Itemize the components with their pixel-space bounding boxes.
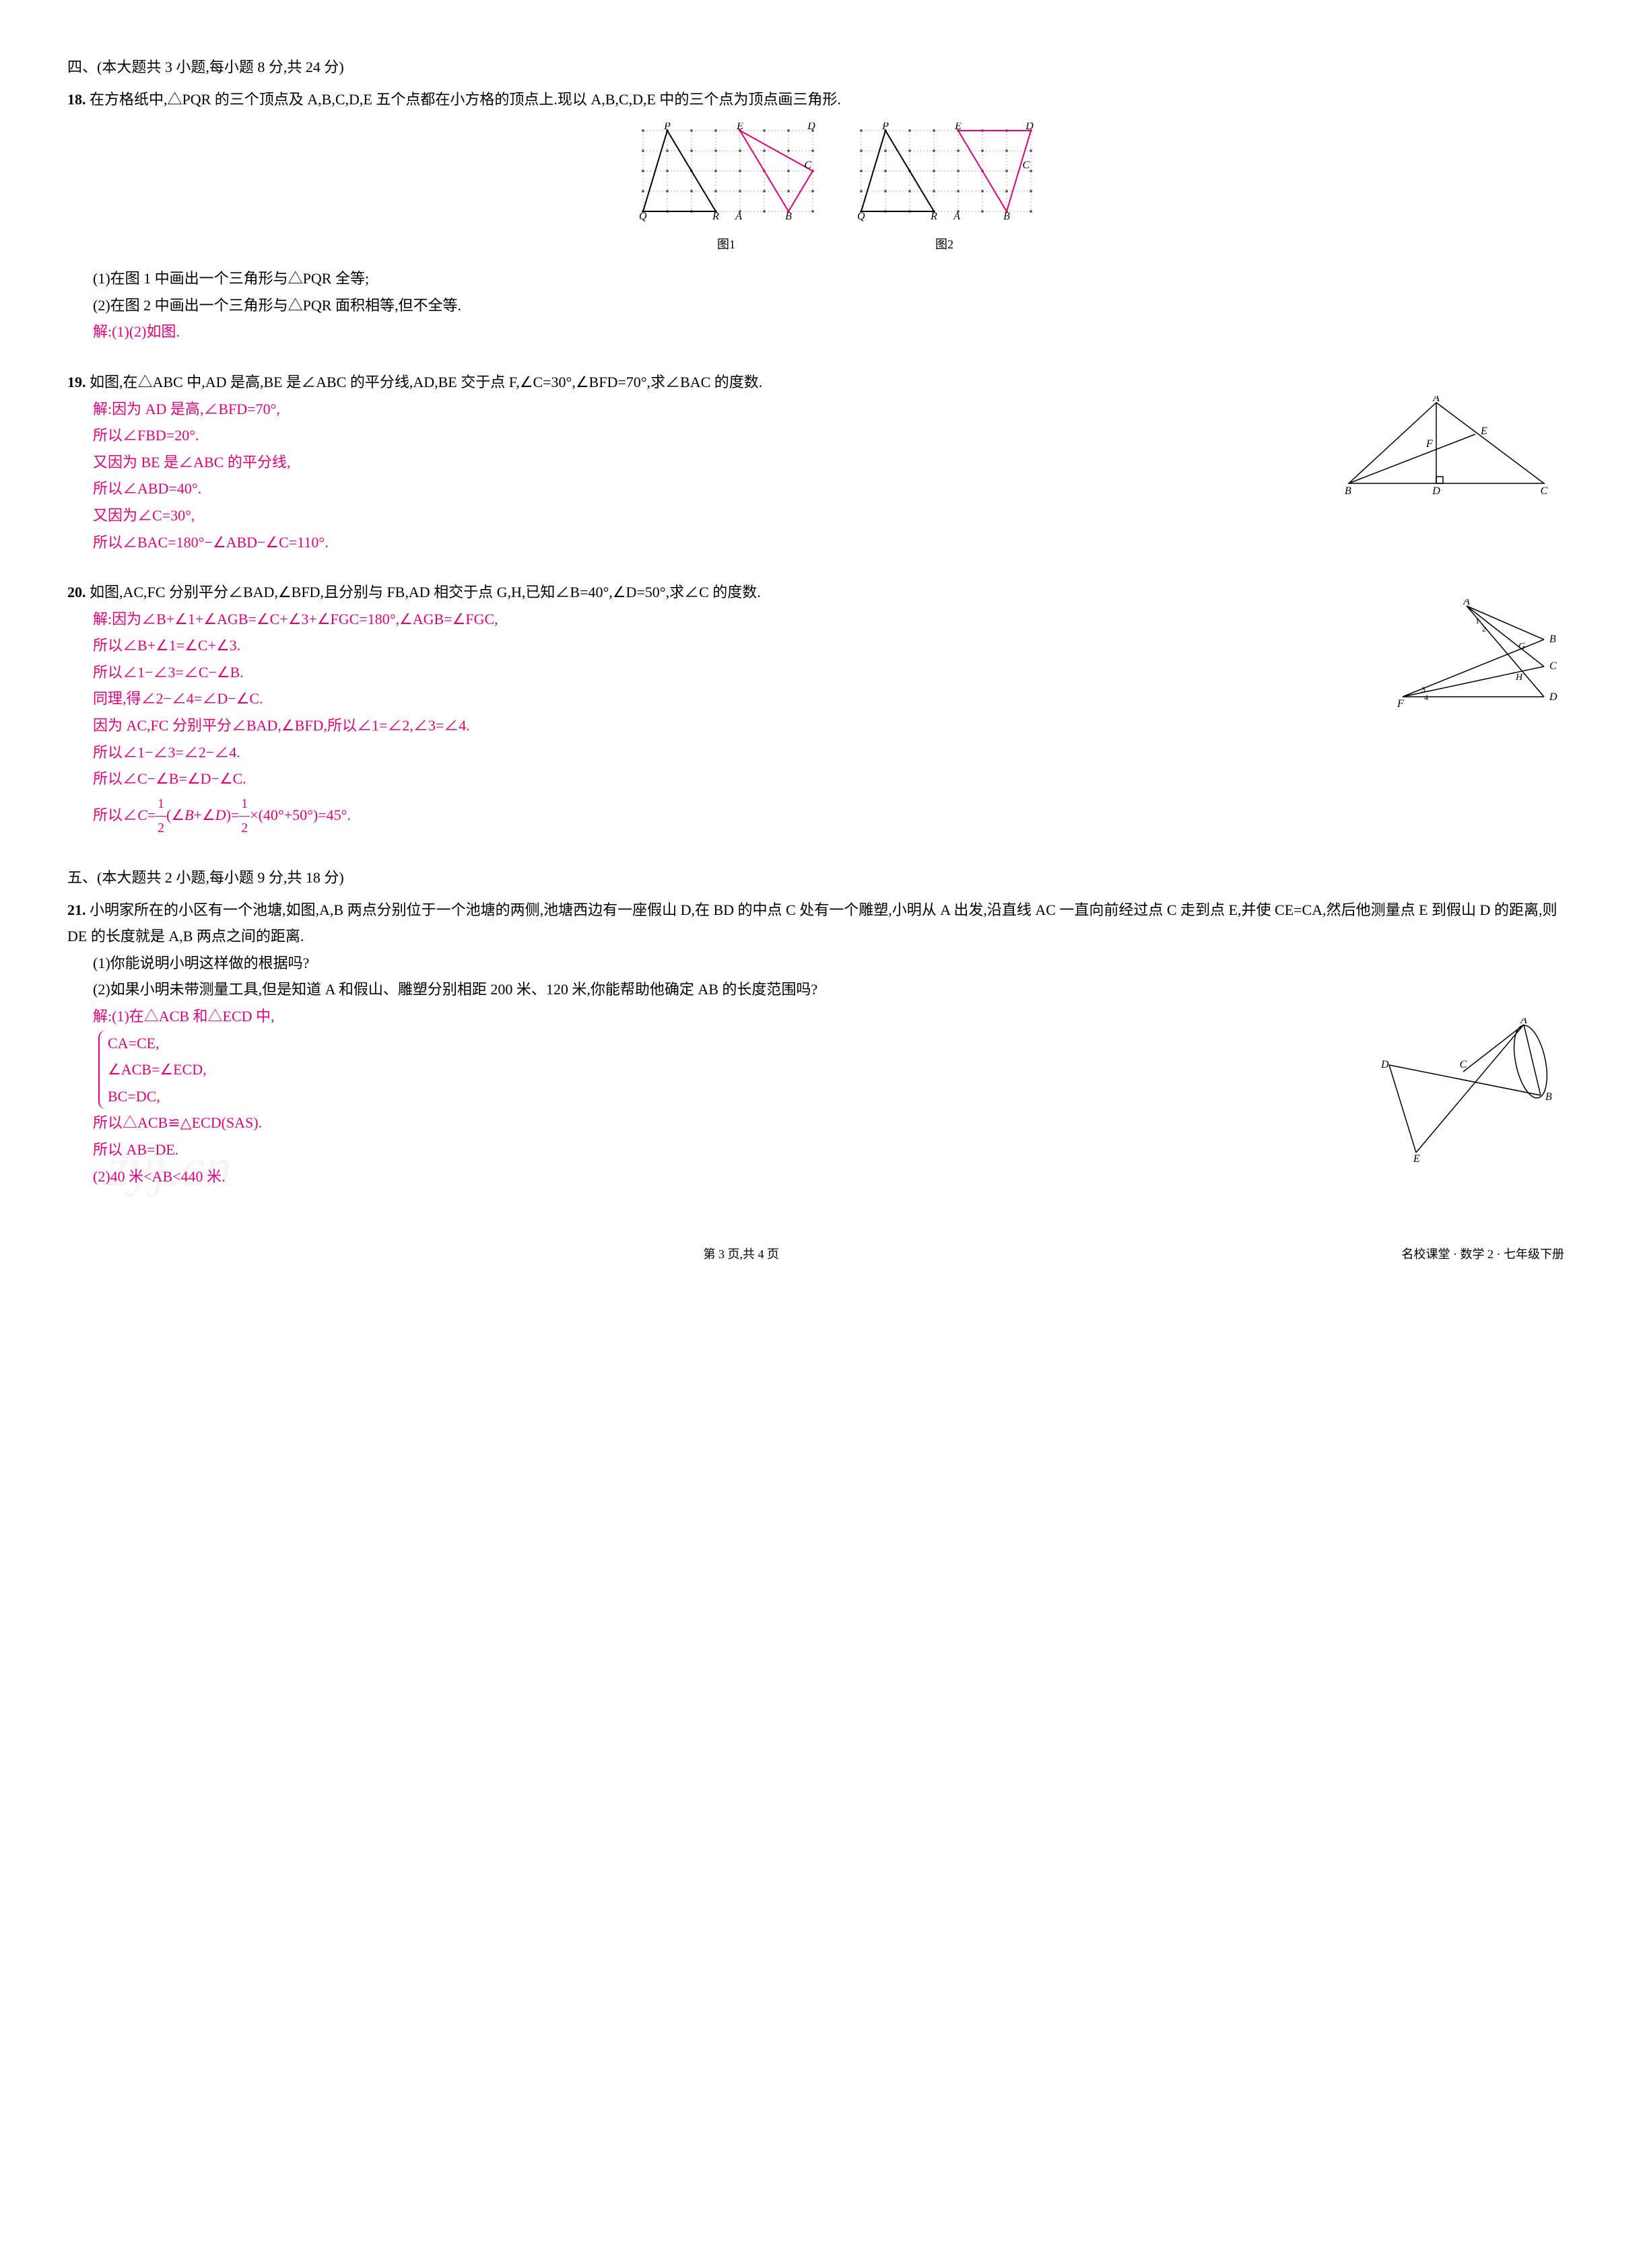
svg-text:G: G (1518, 642, 1525, 652)
problem-num: 20. (67, 584, 86, 600)
svg-text:C: C (1022, 160, 1030, 171)
svg-text:1: 1 (1475, 616, 1479, 625)
solution-line: 因为 AC,FC 分别平分∠BAD,∠BFD,所以∠1=∠2,∠3=∠4. (93, 712, 1578, 739)
problem-num: 18. (67, 91, 86, 108)
sub-question-1: (1)在图 1 中画出一个三角形与△PQR 全等; (93, 265, 1578, 292)
svg-text:B: B (1345, 485, 1351, 497)
problem-text: 小明家所在的小区有一个池塘,如图,A,B 两点分别位于一个池塘的两侧,池塘西边有… (67, 901, 1557, 945)
svg-text:Q: Q (857, 211, 865, 222)
solution-line: 所以△ACB≌△ECD(SAS). (93, 1109, 1578, 1136)
section-5-header: 五、(本大题共 2 小题,每小题 9 分,共 18 分) (67, 864, 1578, 891)
solution-line: 所以∠BAC=180°−∠ABD−∠C=110°. (93, 529, 1578, 556)
figure-row-18: P E D C Q R A B 图1 (93, 123, 1578, 255)
svg-text:A: A (1520, 1018, 1527, 1026)
problem-19: 19. 如图,在△ABC 中,AD 是高,BE 是∠ABC 的平分线,AD,BE… (67, 369, 1578, 555)
figure-label: 图1 (638, 234, 815, 255)
svg-text:B: B (1003, 211, 1010, 222)
svg-text:F: F (1397, 698, 1404, 710)
svg-text:A: A (1432, 396, 1440, 404)
svg-text:D: D (1025, 123, 1034, 132)
svg-text:B: B (1549, 633, 1556, 645)
svg-text:R: R (712, 211, 719, 222)
book-title: 名校课堂 · 数学 2 · 七年级下册 (1402, 1243, 1565, 1265)
solution-line: 同理,得∠2−∠4=∠D−∠C. (93, 685, 1578, 712)
svg-text:A: A (735, 211, 742, 222)
svg-text:D: D (1549, 691, 1557, 703)
solution-line: 解:因为∠B+∠1+∠AGB=∠C+∠3+∠FGC=180°,∠AGB=∠FGC… (93, 606, 1578, 633)
svg-text:D: D (1432, 485, 1440, 497)
page-number: 第 3 页,共 4 页 (704, 1243, 780, 1265)
svg-text:F: F (1425, 438, 1433, 450)
problem-text: 在方格纸中,△PQR 的三个顶点及 A,B,C,D,E 五个点都在小方格的顶点上… (90, 91, 841, 108)
solution-20: 解:因为∠B+∠1+∠AGB=∠C+∠3+∠FGC=180°,∠AGB=∠FGC… (93, 606, 1578, 841)
section-4-header: 四、(本大题共 3 小题,每小题 8 分,共 24 分) (67, 54, 1578, 81)
svg-text:E: E (954, 123, 962, 132)
svg-text:E: E (736, 123, 743, 132)
page-footer: 第 3 页,共 4 页 名校课堂 · 数学 2 · 七年级下册 (67, 1243, 1578, 1265)
problem-text: 如图,在△ABC 中,AD 是高,BE 是∠ABC 的平分线,AD,BE 交于点… (90, 374, 762, 390)
sub-question-2: (2)如果小明未带测量工具,但是知道 A 和假山、雕塑分别相距 200 米、12… (93, 976, 1578, 1003)
svg-text:E: E (1413, 1153, 1420, 1163)
brace-conditions: CA=CE, ∠ACB=∠ECD, BC=DC, (98, 1030, 1578, 1110)
problem-num: 21. (67, 901, 86, 918)
svg-text:A: A (953, 211, 960, 222)
svg-text:Q: Q (639, 211, 647, 222)
svg-text:2: 2 (1482, 624, 1486, 633)
svg-text:D: D (807, 123, 815, 132)
brace-line: ∠ACB=∠ECD, (108, 1056, 1578, 1083)
svg-text:C: C (1549, 660, 1557, 672)
problem-20: 20. 如图,AC,FC 分别平分∠BAD,∠BFD,且分别与 FB,AD 相交… (67, 579, 1578, 841)
svg-text:4: 4 (1424, 693, 1428, 702)
brace-line: BC=DC, (108, 1083, 1578, 1110)
figure-label: 图2 (856, 234, 1034, 255)
geometry-figure-20: A B C D F G H 1 2 3 4 (1396, 599, 1557, 719)
problem-text: 如图,AC,FC 分别平分∠BAD,∠BFD,且分别与 FB,AD 相交于点 G… (90, 584, 761, 600)
svg-text:C: C (1541, 485, 1548, 497)
solution-line: 所以 AB=DE. (93, 1136, 1578, 1163)
solution-line: (2)40 米<AB<440 米. (93, 1163, 1578, 1190)
brace-line: CA=CE, (108, 1030, 1578, 1057)
svg-text:B: B (785, 211, 792, 222)
solution-line: 解:(1)在△ACB 和△ECD 中, (93, 1003, 1578, 1030)
grid-figure-1: P E D C Q R A B (638, 123, 815, 222)
sub-question-2: (2)在图 2 中画出一个三角形与△PQR 面积相等,但不全等. (93, 292, 1578, 319)
sub-question-1: (1)你能说明小明这样做的根据吗? (93, 950, 1578, 977)
solution-line: 所以∠1−∠3=∠C−∠B. (93, 659, 1578, 686)
svg-text:C: C (1460, 1059, 1467, 1070)
svg-text:E: E (1480, 425, 1487, 437)
problem-num: 19. (67, 374, 86, 390)
svg-text:D: D (1380, 1059, 1389, 1070)
solution-line: 所以∠1−∠3=∠2−∠4. (93, 739, 1578, 766)
problem-21: 21. 小明家所在的小区有一个池塘,如图,A,B 两点分别位于一个池塘的两侧,池… (67, 897, 1578, 1190)
svg-text:P: P (881, 123, 889, 132)
solution-line: 所以∠B+∠1=∠C+∠3. (93, 632, 1578, 659)
problem-18: 18. 在方格纸中,△PQR 的三个顶点及 A,B,C,D,E 五个点都在小方格… (67, 86, 1578, 345)
svg-text:R: R (930, 211, 937, 222)
svg-text:C: C (804, 160, 811, 171)
geometry-figure-19: A E F B D C (1342, 396, 1557, 506)
solution-line: 所以∠C−∠B=∠D−∠C. (93, 765, 1578, 792)
geometry-figure-21: A B C D E (1369, 1018, 1557, 1171)
grid-figure-2: P E D C Q R A B (856, 123, 1034, 222)
svg-text:A: A (1463, 599, 1470, 607)
svg-text:H: H (1515, 673, 1523, 683)
svg-text:B: B (1545, 1091, 1552, 1103)
solution-18: 解:(1)(2)如图. (93, 318, 1578, 345)
solution-line: 又因为∠C=30°, (93, 502, 1578, 529)
solution-21: 解:(1)在△ACB 和△ECD 中, CA=CE, ∠ACB=∠ECD, BC… (93, 1003, 1578, 1190)
solution-line-final: 所以∠C=12(∠B+∠D)=12×(40°+50°)=45°. (93, 792, 1578, 841)
svg-text:P: P (663, 123, 671, 132)
